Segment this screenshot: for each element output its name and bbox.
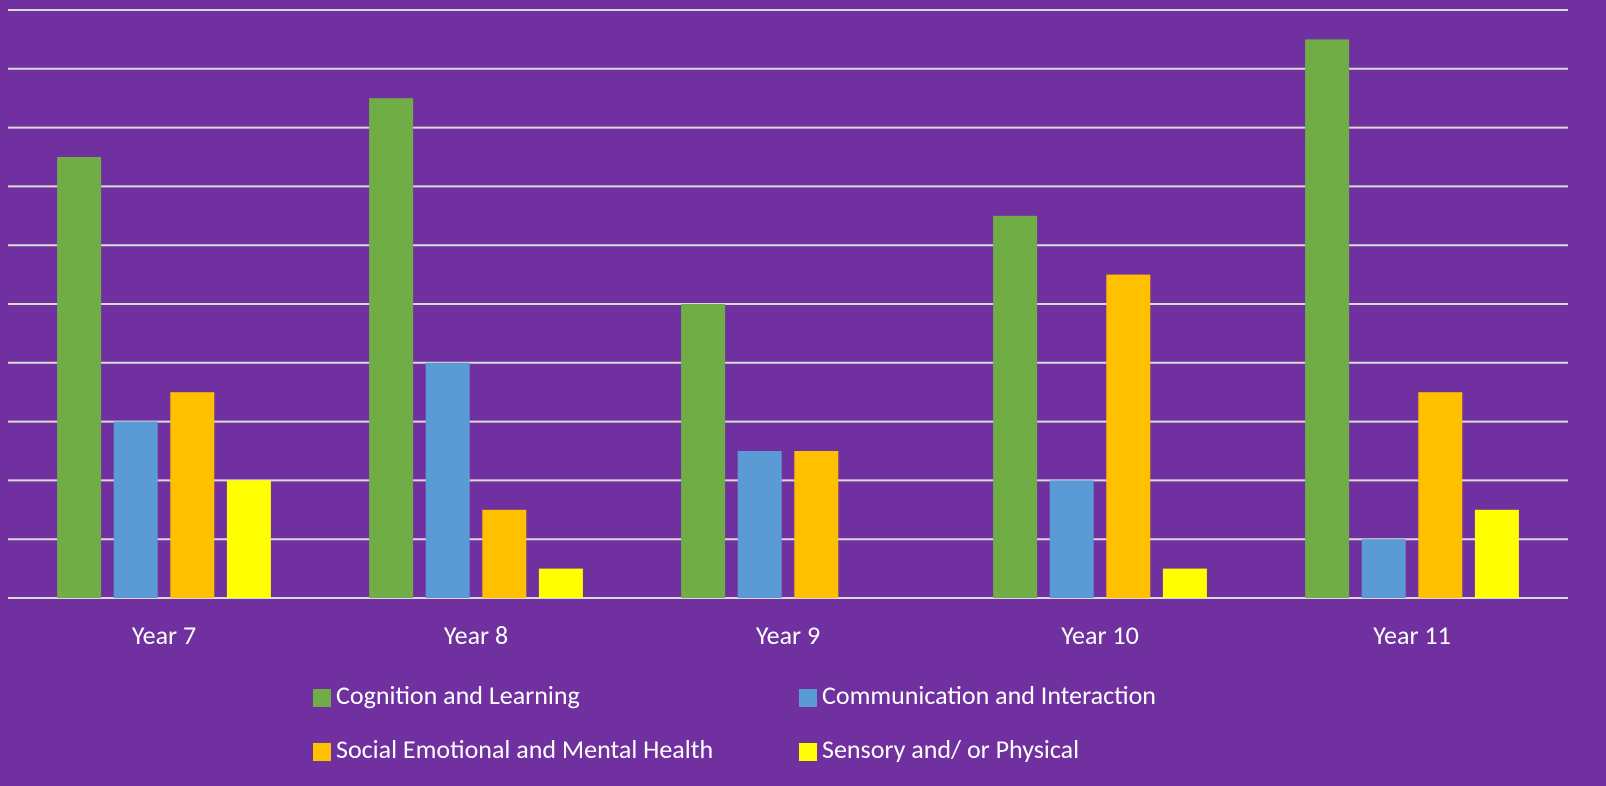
bar: [1162, 568, 1207, 598]
legend-swatch: [313, 743, 331, 761]
legend-swatch: [313, 689, 331, 707]
bar: [113, 421, 158, 598]
bar: [1474, 509, 1519, 598]
bar: [1418, 392, 1463, 598]
x-tick-label: Year 9: [756, 619, 820, 651]
x-tick-label: Year 8: [444, 619, 508, 651]
legend-label: Cognition and Learning: [336, 679, 580, 711]
legend-label: Sensory and/ or Physical: [822, 733, 1079, 765]
legend-label: Communication and Interaction: [822, 679, 1156, 711]
bar: [993, 215, 1038, 599]
bar: [170, 392, 215, 598]
bar: [1305, 39, 1350, 598]
bar: [794, 451, 839, 598]
bar: [737, 451, 782, 598]
x-tick-label: Year 10: [1061, 619, 1139, 651]
legend-swatch: [799, 689, 817, 707]
x-tick-label: Year 11: [1373, 619, 1451, 651]
bar: [1049, 480, 1094, 598]
bar: [482, 509, 527, 598]
bar: [226, 480, 271, 598]
bar: [1106, 274, 1151, 598]
bar: [681, 304, 726, 598]
bar: [57, 157, 102, 598]
bar: [425, 362, 470, 598]
x-tick-label: Year 7: [132, 619, 196, 651]
bar: [1361, 539, 1406, 598]
bar: [538, 568, 583, 598]
legend-swatch: [799, 743, 817, 761]
legend-label: Social Emotional and Mental Health: [336, 733, 713, 765]
bar: [369, 98, 414, 598]
